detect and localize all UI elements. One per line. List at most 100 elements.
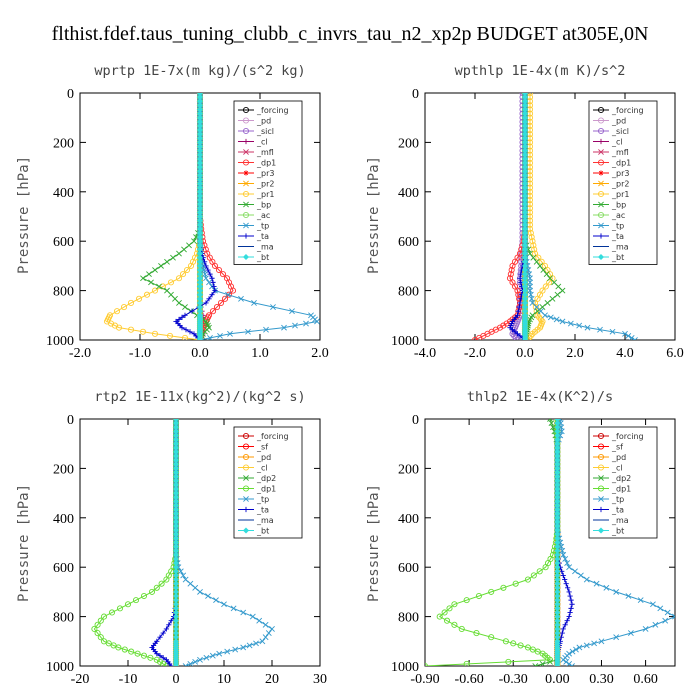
legend-label: _sicl: [256, 127, 274, 136]
legend-label: _dp2: [256, 474, 276, 483]
data-point: [441, 609, 448, 616]
y-tick-label: 400: [398, 186, 419, 201]
data-point: [524, 644, 531, 651]
data-point: [559, 318, 566, 325]
data-point: [566, 564, 573, 571]
legend-marker: [598, 233, 604, 239]
data-point: [97, 634, 104, 641]
data-point: [543, 271, 550, 278]
data-point: [183, 327, 189, 333]
panel-3: rtp2 1E-11x(kg^2)/(kg^2 s) Pressure [hPa]…: [16, 389, 327, 687]
data-point: [151, 287, 159, 294]
data-point: [529, 238, 536, 245]
legend-marker: [598, 496, 604, 502]
data-point: [163, 576, 170, 583]
legend-label: _ma: [611, 243, 629, 252]
data-point: [566, 614, 572, 620]
data-point: [262, 621, 269, 628]
data-point: [251, 300, 257, 306]
data-point: [560, 572, 566, 579]
legend-marker: [597, 443, 605, 450]
legend-label: _sicl: [611, 127, 629, 136]
legend-label: _tp: [256, 495, 269, 504]
legend-marker: [597, 127, 605, 135]
legend: _forcing _sf_pd _cl_dp2 _dp1_tp _ta_ma _bt: [233, 426, 303, 539]
legend-label: _pd: [256, 453, 271, 462]
data-point: [246, 642, 253, 649]
x-tick-label: 0.0: [191, 346, 209, 361]
legend-label: _bt: [256, 527, 269, 536]
data-point: [572, 568, 578, 575]
data-point: [180, 572, 187, 579]
data-point: [609, 328, 616, 335]
x-tick-label: 4.0: [616, 346, 634, 361]
data-point: [527, 275, 533, 282]
y-tick-label: 200: [53, 136, 74, 151]
data-point: [593, 580, 600, 587]
legend-label: _cl: [611, 138, 623, 147]
legend-entry: _ta: [238, 506, 269, 515]
data-point: [156, 283, 162, 290]
legend-entry: _ma: [238, 516, 274, 525]
data-point: [179, 325, 185, 331]
data-point: [463, 597, 470, 604]
data-point: [539, 304, 546, 310]
data-point: [547, 419, 553, 422]
data-point: [182, 304, 188, 310]
data-point: [209, 308, 217, 315]
data-point: [560, 656, 567, 663]
data-point: [209, 652, 216, 659]
x-tick-label: 0: [173, 672, 180, 687]
y-tick-label: 0: [67, 413, 74, 428]
series-line: [93, 419, 177, 666]
series-bt: [554, 419, 561, 666]
data-point: [166, 622, 172, 628]
x-tick-label: 2.0: [566, 346, 584, 361]
data-point: [221, 295, 229, 302]
data-point: [530, 242, 537, 249]
legend-label: _pr3: [611, 169, 629, 178]
legend-marker: [597, 117, 605, 124]
legend: _forcing _sf_pd _cl_dp2 _dp1_tp _ta_ma _bt: [588, 426, 658, 539]
legend-label: _mfl: [611, 148, 629, 157]
data-point: [583, 642, 590, 649]
data-point: [181, 334, 189, 340]
data-point: [567, 320, 574, 327]
panels-group: wprtp 1E-7x(m kg)/(s^2 kg) Pressure [hPa]…: [16, 63, 684, 687]
data-point: [292, 322, 298, 329]
x-tick-label: 0.60: [633, 672, 658, 687]
legend-entry: _ac: [238, 211, 270, 220]
y-tick-label: 400: [398, 512, 419, 527]
legend-entry: _pr2: [593, 180, 629, 189]
data-point: [205, 267, 211, 273]
data-point: [253, 640, 259, 647]
legend-marker: [597, 190, 605, 198]
legend-label: _bt: [256, 253, 269, 262]
data-point: [196, 336, 204, 340]
data-point: [564, 618, 570, 624]
legend-entry: _pr1: [593, 190, 629, 199]
legend-entry: _sicl: [238, 127, 274, 136]
data-point: [664, 609, 671, 616]
data-point: [132, 597, 140, 604]
data-point: [533, 258, 540, 265]
data-point: [197, 588, 203, 595]
data-point: [197, 656, 203, 663]
legend-marker: [598, 180, 604, 187]
legend-marker: [598, 149, 604, 155]
data-point: [146, 271, 152, 278]
legend-label: _cl: [611, 464, 623, 473]
data-point: [164, 258, 170, 265]
legend-marker: [242, 190, 250, 198]
legend-entry: _pd: [593, 117, 626, 126]
data-point: [533, 308, 540, 315]
legend-entry: _bt: [238, 527, 269, 536]
data-point: [527, 229, 534, 237]
data-point: [210, 279, 216, 285]
y-tick-label: 0: [412, 87, 419, 102]
data-point: [230, 605, 237, 612]
data-point: [652, 621, 659, 628]
data-point: [206, 279, 212, 286]
data-point: [127, 326, 135, 333]
data-point: [527, 279, 533, 286]
